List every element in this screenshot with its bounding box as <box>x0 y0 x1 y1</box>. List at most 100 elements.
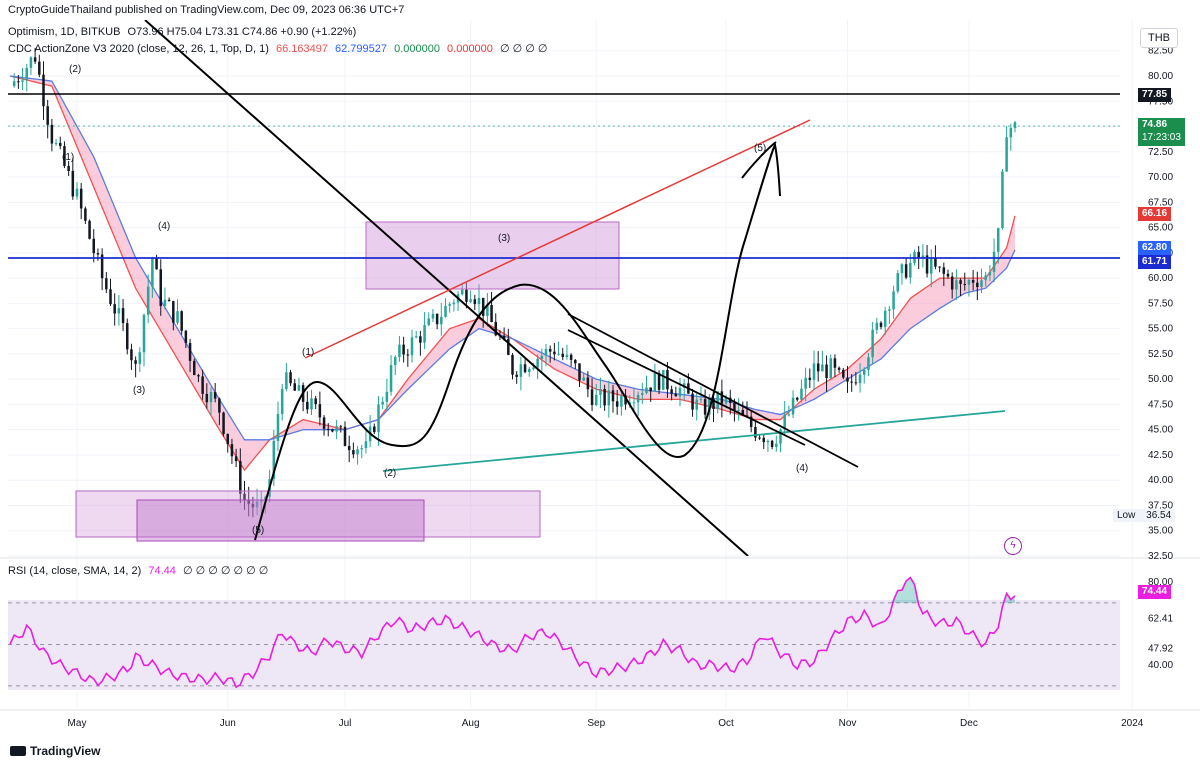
time-axis: May Jun Jul Aug Sep Oct Nov Dec 2024 <box>68 718 1144 729</box>
drawings <box>8 20 1120 556</box>
rsi-axis: 80.00 62.41 47.92 40.00 <box>1148 577 1173 671</box>
candle <box>46 99 49 139</box>
candle <box>373 423 376 435</box>
candle <box>942 262 946 287</box>
candle <box>113 293 116 326</box>
candle <box>58 136 62 150</box>
tradingview-logo[interactable]: TradingView <box>10 744 100 758</box>
candle <box>243 480 246 511</box>
candle <box>255 488 259 516</box>
candle <box>553 342 556 361</box>
publisher-line: CryptoGuideThailand published on Trading… <box>8 4 405 16</box>
candle <box>218 397 221 426</box>
price-tick: 72.50 <box>1148 147 1173 158</box>
candle <box>737 398 740 421</box>
price-tick: 60.00 <box>1148 273 1173 284</box>
candle <box>569 353 573 367</box>
candle <box>473 294 477 311</box>
candle <box>88 219 91 240</box>
candle <box>419 330 422 356</box>
candle <box>306 391 309 414</box>
candle <box>368 415 372 448</box>
indicator-value-1: 66.163497 <box>275 43 328 55</box>
candle <box>720 379 724 418</box>
candle <box>155 254 158 270</box>
candle <box>301 382 305 412</box>
time-tick: Dec <box>960 718 978 729</box>
price-tick: 40.00 <box>1148 475 1173 486</box>
rsi-tick: 40.00 <box>1148 660 1173 671</box>
candle <box>875 317 879 334</box>
candle <box>833 354 837 378</box>
candle <box>888 306 891 325</box>
candle <box>427 312 431 327</box>
candle <box>146 274 150 324</box>
rsi-name[interactable]: RSI (14, close, SMA, 14, 2) <box>8 565 142 577</box>
candle <box>100 248 104 291</box>
candle <box>197 373 200 383</box>
candle <box>272 429 276 487</box>
candle <box>456 291 460 311</box>
candle <box>846 366 849 393</box>
countdown: 17:23:03 <box>1142 132 1181 143</box>
price-tick: 47.50 <box>1148 399 1173 410</box>
candle <box>511 353 514 380</box>
symbol[interactable]: Optimism, 1D, BITKUB <box>8 26 121 38</box>
time-tick: Sep <box>587 718 605 729</box>
flash-icon[interactable]: ϟ <box>1004 537 1022 555</box>
candle <box>465 282 468 309</box>
price-tick: 67.50 <box>1148 197 1173 208</box>
candle <box>586 371 590 398</box>
candle <box>12 73 16 88</box>
candle <box>444 298 447 318</box>
candle <box>871 321 874 365</box>
rsi-tick: 62.41 <box>1148 614 1173 625</box>
tag-last-price: 74.86 17:23:03 <box>1138 118 1185 146</box>
candle <box>661 369 665 391</box>
candle <box>339 424 343 433</box>
rsi-tick: 47.92 <box>1148 644 1173 655</box>
candle <box>393 355 397 376</box>
price-tick: 70.00 <box>1148 172 1173 183</box>
tag-ema-slow: 62.80 <box>1138 241 1172 255</box>
candle <box>285 362 288 392</box>
wave-label: (2) <box>69 64 81 75</box>
candle <box>959 278 962 297</box>
candle <box>666 362 669 398</box>
candle <box>125 318 129 355</box>
candle <box>854 371 858 386</box>
candle <box>837 366 841 373</box>
candle <box>775 435 778 452</box>
time-tick: May <box>68 718 87 729</box>
candle <box>326 423 330 437</box>
candle <box>607 380 611 418</box>
indicator-name[interactable]: CDC ActionZone V3 2020 (close, 12, 26, 1… <box>8 43 269 55</box>
candle <box>343 421 347 447</box>
candle <box>641 382 644 404</box>
candle <box>850 374 853 392</box>
candle <box>574 358 577 369</box>
candle <box>389 355 393 396</box>
currency-button[interactable]: THB <box>1140 28 1178 48</box>
candle <box>318 391 322 426</box>
candle <box>825 355 828 392</box>
candle <box>79 183 83 220</box>
candle <box>1001 169 1004 230</box>
candle <box>611 384 615 413</box>
candle <box>71 157 75 200</box>
candle <box>582 373 585 382</box>
candle <box>230 438 234 464</box>
time-tick: Jul <box>339 718 352 729</box>
wave-label: (4) <box>796 463 808 474</box>
low-tag: Low 36.54 <box>1113 509 1176 522</box>
candle <box>1005 126 1008 172</box>
candle <box>322 415 326 436</box>
time-tick: Aug <box>462 718 480 729</box>
price-tick: 32.50 <box>1148 551 1173 562</box>
candle <box>1013 120 1017 133</box>
candle <box>804 367 807 402</box>
candle <box>963 272 967 291</box>
uptrend-red-line <box>304 119 811 359</box>
candle <box>448 301 451 313</box>
candle <box>75 182 79 200</box>
